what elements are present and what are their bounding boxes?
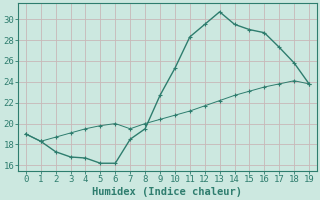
X-axis label: Humidex (Indice chaleur): Humidex (Indice chaleur)	[92, 186, 243, 197]
